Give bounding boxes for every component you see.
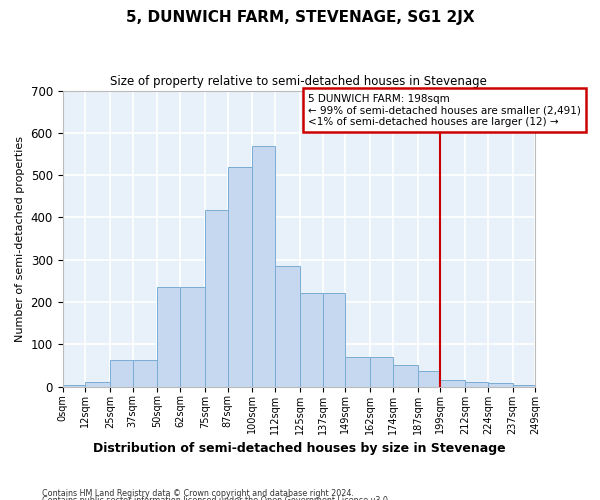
Text: Contains HM Land Registry data © Crown copyright and database right 2024.: Contains HM Land Registry data © Crown c… <box>42 488 354 498</box>
Bar <box>488 384 512 386</box>
Y-axis label: Number of semi-detached properties: Number of semi-detached properties <box>15 136 25 342</box>
Bar <box>465 382 488 386</box>
Bar <box>323 292 346 386</box>
Bar <box>300 292 323 386</box>
Bar <box>157 287 180 386</box>
Bar <box>370 357 393 386</box>
Bar <box>205 210 228 386</box>
Text: 5, DUNWICH FARM, STEVENAGE, SG1 2JX: 5, DUNWICH FARM, STEVENAGE, SG1 2JX <box>125 10 475 25</box>
Title: Size of property relative to semi-detached houses in Stevenage: Size of property relative to semi-detach… <box>110 75 487 88</box>
Bar <box>275 266 300 386</box>
Text: Contains public sector information licensed under the Open Government Licence v3: Contains public sector information licen… <box>42 496 391 500</box>
Bar <box>440 380 465 386</box>
Bar <box>228 166 253 386</box>
Bar <box>85 382 110 386</box>
Bar <box>393 364 418 386</box>
Bar <box>133 360 157 386</box>
Bar <box>253 146 275 386</box>
Bar <box>180 287 205 386</box>
Bar <box>110 360 133 386</box>
X-axis label: Distribution of semi-detached houses by size in Stevenage: Distribution of semi-detached houses by … <box>92 442 505 455</box>
Bar <box>62 384 85 386</box>
Bar <box>418 371 440 386</box>
Text: 5 DUNWICH FARM: 198sqm
← 99% of semi-detached houses are smaller (2,491)
<1% of : 5 DUNWICH FARM: 198sqm ← 99% of semi-det… <box>308 94 581 126</box>
Bar <box>346 357 370 386</box>
